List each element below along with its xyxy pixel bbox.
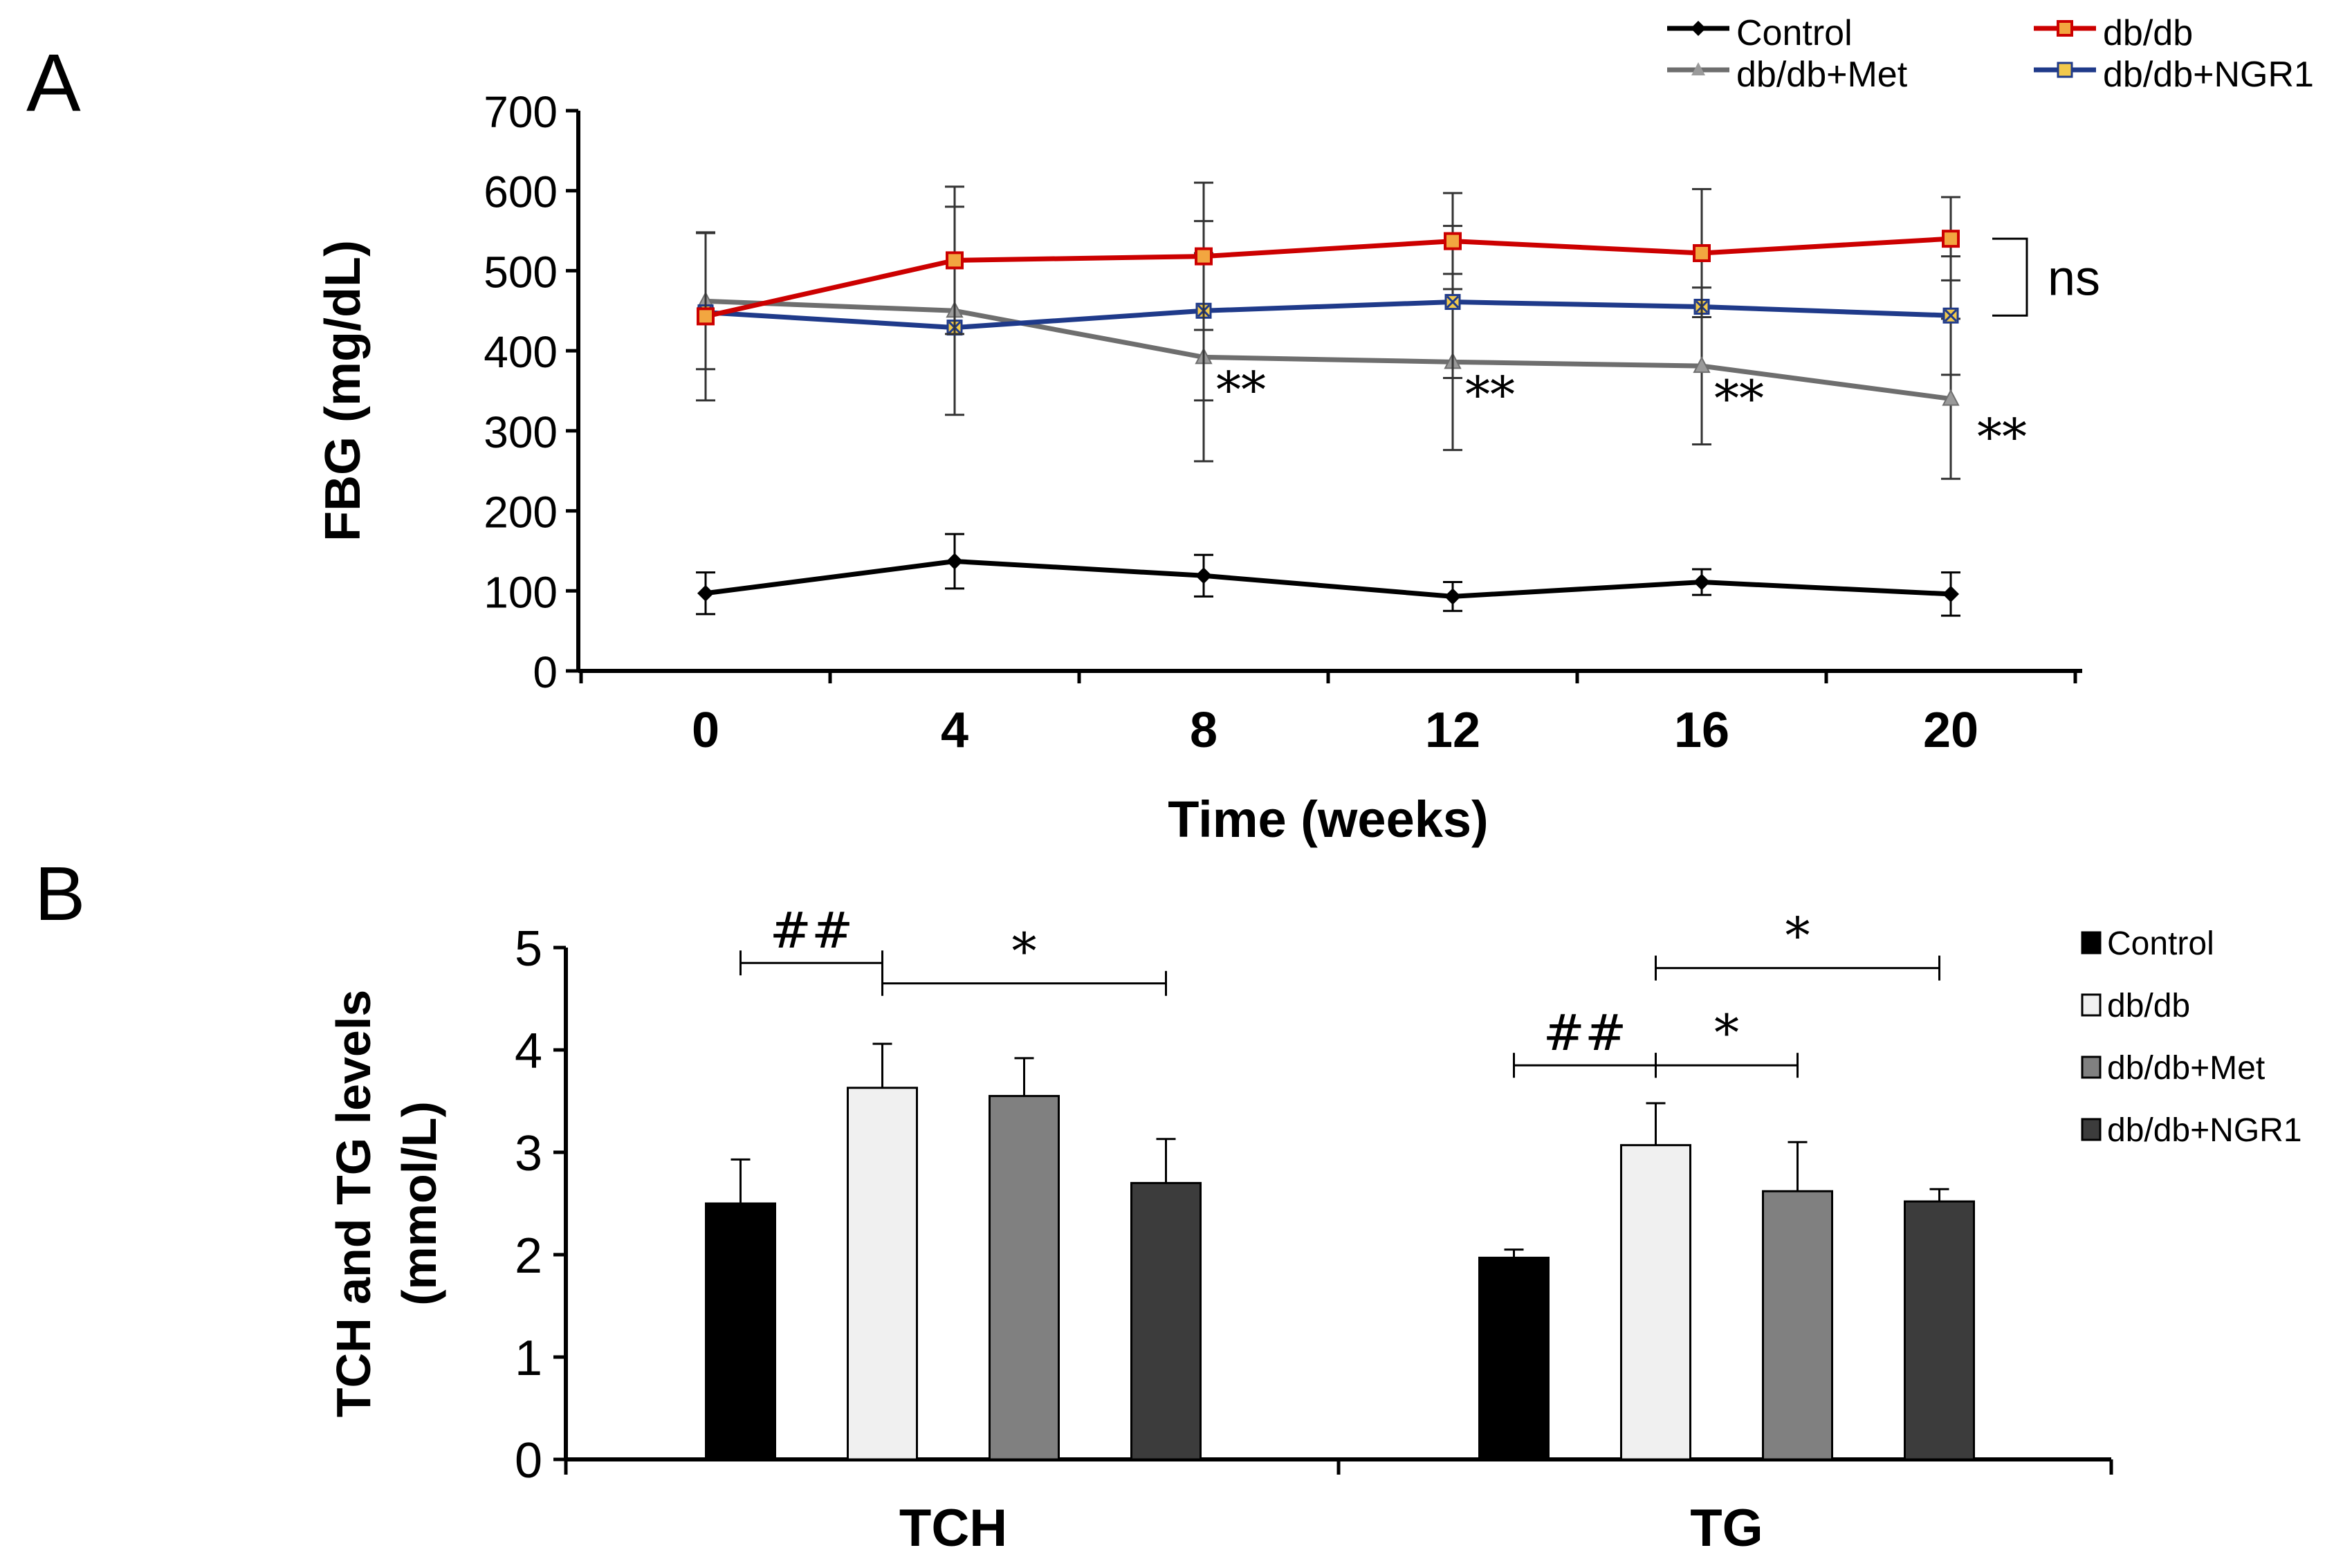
bar [1620, 1144, 1691, 1461]
data-point [1444, 232, 1462, 250]
legend-label: db/db+Met [2107, 1050, 2265, 1087]
chart-a-y-tick-label: 700 [484, 87, 558, 137]
chart-b: 0 1 2 3 4 5 TCH TG ## * * ## * Control db/db db/db+Me… [327, 901, 2302, 1558]
significance-marker: ** [1714, 369, 1764, 427]
bar [705, 1202, 776, 1461]
chart-a-x-tick-label: 20 [1923, 703, 1978, 758]
legend-marker [1691, 21, 1706, 36]
chart-a-y-axis-label: FBG (mg/dL) [315, 240, 371, 542]
chart-a-x-tick-label: 12 [1425, 703, 1480, 758]
chart-a-y-tick-label: 200 [484, 488, 558, 537]
chart-b-x-tick-label: TG [1690, 1499, 1763, 1558]
chart-b-y-tick-label: 3 [515, 1126, 542, 1181]
significance-marker: ** [1977, 408, 2027, 466]
legend-marker [2057, 20, 2073, 37]
chart-a-x-tick-label: 0 [692, 703, 719, 758]
legend-swatch [2081, 993, 2102, 1017]
significance-label: ## [1543, 1004, 1627, 1062]
significance-label: ## [770, 901, 854, 959]
data-point [1693, 573, 1710, 591]
data-point [1942, 389, 1960, 406]
data-point [1693, 356, 1711, 373]
legend-item: db/db+NGR1 [2081, 1112, 2302, 1149]
series-line [705, 236, 1951, 319]
significance-label: * [1012, 922, 1037, 980]
series-control [696, 533, 1960, 617]
legend-label: Control [2107, 925, 2214, 962]
chart-a-y-tick-label: 400 [484, 327, 558, 377]
legend-item: db/db [2081, 988, 2190, 1024]
data-point [1693, 243, 1711, 262]
chart-a-x-axis-label: Time (weeks) [1168, 791, 1488, 848]
data-point [1942, 585, 1959, 602]
chart-a-x-tick-label: 4 [941, 703, 968, 758]
ns-label: ns [2048, 251, 2100, 306]
legend-item: db/db+NGR1 [2034, 55, 2314, 95]
significance-marker: ** [1465, 365, 1515, 423]
chart-b-x-tick-label: TCH [899, 1499, 1007, 1558]
data-point [946, 251, 964, 270]
data-point-x [1944, 309, 1958, 322]
chart-a-y-tick-label: 300 [484, 407, 558, 457]
data-point [1942, 230, 1960, 248]
legend-item: db/db+Met [1667, 55, 1908, 95]
chart-a-y-tick-label: 100 [484, 567, 558, 617]
legend-label: db/db+NGR1 [2103, 55, 2314, 95]
legend-label: db/db [2103, 13, 2193, 53]
chart-b-y-tick-label: 4 [515, 1024, 542, 1079]
chart-a-y-tick-label: 600 [484, 167, 558, 217]
legend-marker [1691, 62, 1705, 75]
bar [1130, 1181, 1202, 1461]
series-line [705, 298, 1951, 402]
legend-label: db/db [2107, 988, 2190, 1024]
data-point-x [1446, 295, 1460, 308]
legend-item: Control [2081, 925, 2214, 962]
chart-b-y-tick-label: 0 [515, 1433, 542, 1488]
series-line [705, 558, 1951, 599]
chart-a-x-tick-label: 16 [1674, 703, 1729, 758]
legend-swatch [2081, 931, 2102, 954]
legend-item: Control [1667, 13, 1853, 53]
legend-label: Control [1736, 13, 1853, 53]
chart-a-x-tick-label: 8 [1190, 703, 1217, 758]
chart-a-y-tick-label: 0 [533, 647, 558, 697]
legend-swatch [2081, 1055, 2102, 1079]
chart-b-y-axis-label-line2: (mmol/L) [392, 1101, 446, 1306]
series-db-db [696, 181, 1960, 402]
series-line [705, 299, 1951, 331]
data-point [697, 584, 714, 602]
bar [1762, 1190, 1833, 1461]
chart-b-y-tick-label: 2 [515, 1228, 542, 1284]
legend-item: db/db [2034, 13, 2193, 53]
ns-bracket [1992, 237, 2028, 317]
data-point [697, 307, 715, 326]
panel-b-label: B [35, 851, 85, 937]
data-point [1195, 567, 1212, 584]
chart-b-y-tick-label: 5 [515, 921, 542, 977]
legend-swatch [2081, 1118, 2102, 1141]
significance-marker: ** [1216, 360, 1266, 418]
bar [847, 1087, 918, 1461]
legend-label: db/db+NGR1 [2107, 1112, 2302, 1149]
significance-label: * [1714, 1004, 1739, 1062]
legend-item: db/db+Met [2081, 1050, 2265, 1087]
bar [989, 1095, 1060, 1461]
data-point [1195, 247, 1213, 266]
significance-label: * [1785, 907, 1810, 965]
data-point [1444, 588, 1461, 605]
legend-label: db/db+Met [1736, 55, 1908, 95]
chart-a-y-tick-label: 500 [484, 247, 558, 297]
bar [1904, 1200, 1975, 1461]
chart-b-y-tick-label: 1 [515, 1331, 542, 1386]
bar [1478, 1256, 1550, 1461]
legend-marker [2057, 62, 2073, 78]
data-point [946, 553, 963, 570]
panel-a-label: A [26, 37, 81, 129]
chart-b-y-axis-label-line1: TCH and TG levels [327, 990, 380, 1417]
